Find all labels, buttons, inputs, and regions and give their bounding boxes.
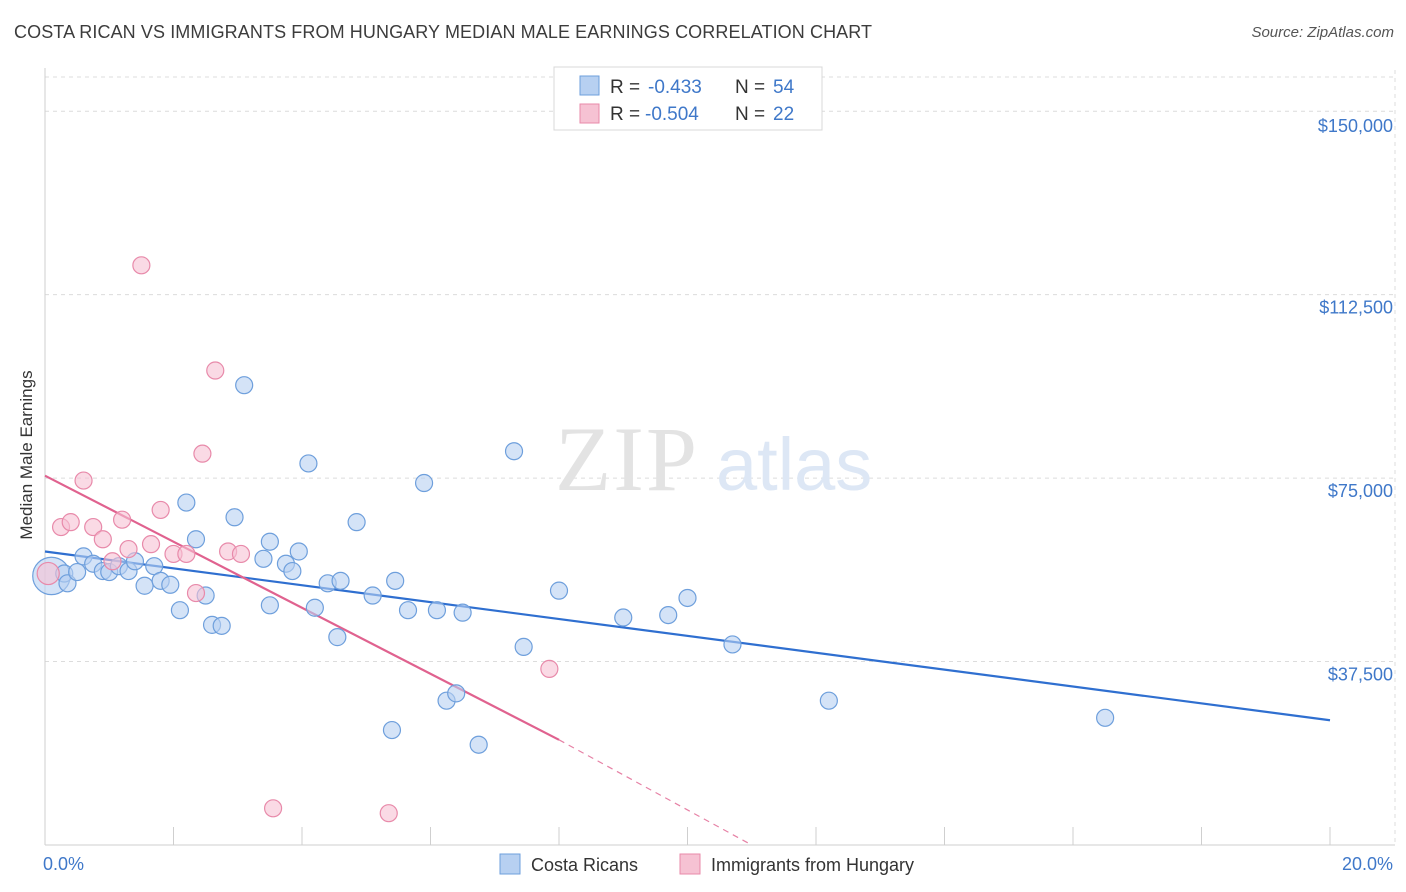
data-point-pink (141, 535, 161, 554)
watermark: ZIP atlas (555, 408, 872, 510)
trend-line-dashed-pink (558, 739, 753, 846)
data-point-blue (614, 608, 633, 627)
data-point-blue (328, 628, 347, 647)
bottom-legend-swatch-pink (679, 853, 701, 875)
bottom-legend-swatch-blue (499, 853, 521, 875)
data-point-pink (540, 659, 559, 678)
chart-title: COSTA RICAN VS IMMIGRANTS FROM HUNGARY M… (14, 22, 873, 42)
bottom-legend-label-pink: Immigrants from Hungary (711, 855, 914, 875)
data-point-blue (659, 605, 678, 625)
data-point-blue (305, 598, 324, 617)
bottom-legend: Costa Ricans Immigrants from Hungary (499, 853, 914, 875)
data-point-pink (151, 500, 170, 520)
data-point-blue (678, 588, 697, 608)
bottom-legend-label-blue: Costa Ricans (531, 855, 638, 875)
data-point-blue (177, 493, 196, 512)
data-point-blue (254, 549, 273, 568)
y-tick-label: $112,500 (1319, 298, 1393, 318)
data-point-blue (283, 561, 302, 581)
y-tick-label: $37,500 (1328, 665, 1393, 685)
data-point-blue (414, 473, 434, 493)
legend-r-label-2: R = (610, 104, 640, 125)
legend-r-value-2: -0.504 (645, 104, 699, 125)
data-point-blue (447, 684, 466, 703)
x-tick-label: 20.0% (1342, 854, 1393, 874)
data-point-pink (74, 471, 93, 490)
data-point-blue (161, 575, 180, 594)
y-tick-label: $150,000 (1318, 116, 1393, 136)
data-point-blue (453, 603, 472, 622)
data-point-pink (36, 561, 60, 586)
data-point-pink (263, 799, 283, 818)
data-point-blue (398, 601, 418, 620)
data-point-blue (289, 542, 308, 561)
x-tick-label: 0.0% (43, 854, 84, 874)
legend-swatch-blue (579, 75, 600, 96)
data-point-blue (819, 691, 838, 710)
data-point-blue (1096, 708, 1115, 727)
data-point-blue (260, 596, 279, 615)
data-point-blue (363, 586, 382, 605)
data-point-blue (427, 601, 447, 620)
data-point-blue (135, 576, 154, 595)
data-point-pink (61, 513, 80, 532)
data-point-blue (469, 735, 488, 754)
data-point-pink (186, 583, 206, 603)
data-point-blue (514, 637, 533, 656)
legend-n-label-2: N = (735, 104, 765, 125)
data-point-blue (225, 508, 244, 527)
data-point-blue (186, 530, 206, 549)
data-point-blue (235, 376, 254, 395)
data-point-pink (119, 539, 138, 559)
data-point-blue (347, 513, 366, 532)
chart-source: Source: ZipAtlas.com (1251, 24, 1394, 41)
data-point-blue (504, 442, 524, 461)
data-point-blue (299, 454, 318, 473)
legend-r-label-1: R = (610, 77, 640, 98)
trend-layer (44, 474, 1331, 846)
data-point-pink (177, 544, 196, 564)
watermark-atlas: atlas (716, 423, 872, 506)
legend-r-value-1: -0.433 (648, 77, 702, 98)
data-point-blue (549, 581, 569, 600)
data-point-pink (231, 544, 251, 564)
data-point-blue (212, 616, 231, 635)
data-point-blue (382, 720, 402, 740)
data-point-blue (386, 571, 405, 590)
legend-n-label-1: N = (735, 77, 765, 98)
data-point-pink (379, 804, 398, 823)
data-point-pink (132, 256, 151, 275)
data-point-pink (193, 444, 212, 463)
data-point-pink (103, 552, 122, 571)
data-point-pink (112, 510, 132, 529)
data-point-blue (170, 601, 190, 620)
data-point-blue (723, 635, 742, 654)
y-axis-title: Median Male Earnings (17, 370, 36, 539)
data-point-blue (68, 562, 87, 582)
legend-box: R = -0.433 N = 54 R = -0.504 N = 22 (553, 66, 823, 131)
legend-n-value-1: 54 (773, 77, 795, 98)
data-point-pink (84, 517, 103, 537)
points-layer (32, 256, 1115, 823)
data-point-pink (93, 530, 112, 549)
data-point-pink (206, 361, 225, 380)
watermark-zip: ZIP (555, 408, 699, 510)
legend-n-value-2: 22 (773, 104, 794, 125)
data-point-blue (331, 571, 350, 590)
legend-swatch-pink (579, 103, 600, 124)
axis-layer: $37,500 $75,000 $112,500 $150,000 0.0% 20.0% (43, 68, 1395, 874)
trend-line-blue (44, 550, 1331, 722)
y-tick-label: $75,000 (1328, 481, 1393, 501)
data-point-blue (260, 532, 279, 551)
